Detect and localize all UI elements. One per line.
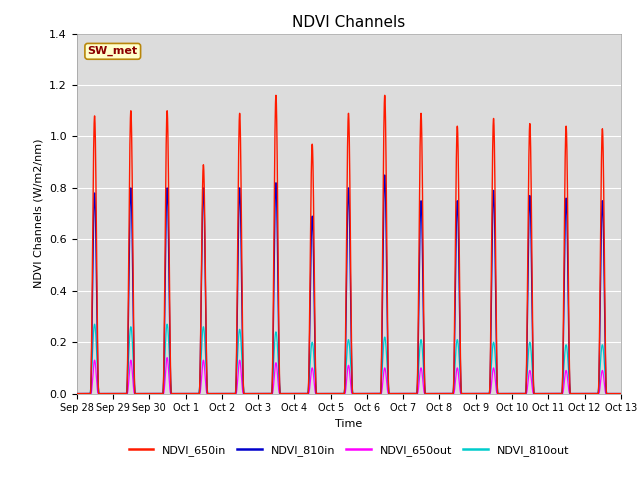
NDVI_810in	[189, 391, 197, 396]
NDVI_810out	[189, 391, 197, 396]
Line: NDVI_810out: NDVI_810out	[77, 324, 621, 394]
NDVI_810out	[424, 391, 431, 396]
NDVI_650in	[617, 391, 625, 396]
NDVI_650out	[163, 355, 171, 360]
NDVI_810in	[617, 391, 625, 396]
NDVI_650out	[615, 391, 623, 396]
NDVI_650out	[617, 391, 625, 396]
NDVI_810out	[501, 391, 509, 396]
NDVI_650in	[501, 391, 509, 396]
NDVI_810in	[73, 391, 81, 396]
NDVI_810out	[73, 391, 81, 396]
NDVI_810out	[276, 391, 284, 396]
Line: NDVI_650in: NDVI_650in	[77, 96, 621, 394]
NDVI_650in	[184, 391, 191, 396]
NDVI_810in	[424, 391, 431, 396]
NDVI_650in	[73, 391, 81, 396]
Text: SW_met: SW_met	[88, 46, 138, 57]
NDVI_650out	[73, 391, 81, 396]
NDVI_650out	[276, 391, 284, 396]
NDVI_650out	[189, 391, 197, 396]
NDVI_810in	[184, 391, 191, 396]
NDVI_650in	[272, 93, 280, 98]
Title: NDVI Channels: NDVI Channels	[292, 15, 405, 30]
NDVI_810out	[615, 391, 623, 396]
Line: NDVI_650out: NDVI_650out	[77, 358, 621, 394]
NDVI_650out	[184, 391, 191, 396]
NDVI_650in	[189, 391, 197, 396]
NDVI_810out	[91, 321, 99, 327]
NDVI_810in	[276, 391, 284, 396]
NDVI_650in	[276, 391, 284, 396]
NDVI_810out	[184, 391, 191, 396]
NDVI_650in	[615, 391, 623, 396]
X-axis label: Time: Time	[335, 419, 362, 429]
NDVI_810in	[615, 391, 623, 396]
Y-axis label: NDVI Channels (W/m2/nm): NDVI Channels (W/m2/nm)	[34, 139, 44, 288]
Line: NDVI_810in: NDVI_810in	[77, 175, 621, 394]
NDVI_650out	[501, 391, 509, 396]
NDVI_650in	[424, 391, 431, 396]
NDVI_810in	[381, 172, 388, 178]
NDVI_650out	[424, 391, 431, 396]
Legend: NDVI_650in, NDVI_810in, NDVI_650out, NDVI_810out: NDVI_650in, NDVI_810in, NDVI_650out, NDV…	[124, 440, 573, 460]
NDVI_810out	[617, 391, 625, 396]
NDVI_810in	[501, 391, 509, 396]
